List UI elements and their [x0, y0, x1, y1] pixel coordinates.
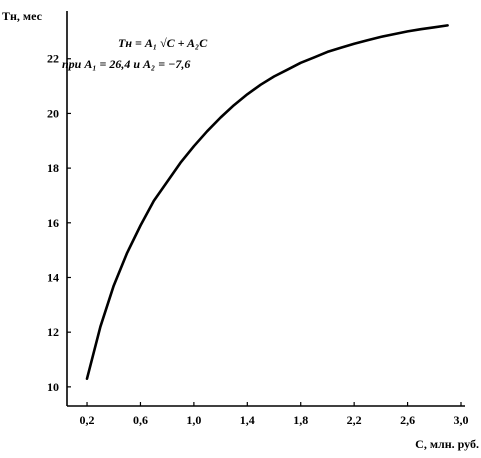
y-tick-label: 20 — [47, 106, 59, 120]
y-tick-label: 12 — [47, 325, 59, 339]
x-tick-label: 0,6 — [133, 413, 148, 427]
formula-line-1: Tн = A₁ √C + A₂C — [118, 36, 208, 50]
y-tick-label: 10 — [47, 380, 59, 394]
formula-line-2: при A₁ = 26,4 и A₂ = −7,6 — [62, 57, 190, 71]
y-axis-label: Tн, мес — [2, 9, 43, 23]
y-tick-label: 18 — [47, 161, 59, 175]
y-tick-label: 14 — [47, 270, 59, 284]
x-ticks: 0,2 0,6 1,0 1,4 1,8 2,2 2,6 3,0 — [80, 402, 469, 427]
x-axis-label: C, млн. руб. — [415, 437, 479, 451]
x-tick-label: 1,4 — [240, 413, 255, 427]
series-line — [85, 24, 449, 380]
y-tick-label: 22 — [47, 52, 59, 66]
x-tick-label: 1,8 — [293, 413, 308, 427]
x-tick-label: 1,0 — [186, 413, 201, 427]
x-tick-label: 2,6 — [400, 413, 415, 427]
plot-area — [66, 11, 465, 407]
x-tick-label: 0,2 — [80, 413, 95, 427]
curve-layer — [85, 24, 449, 380]
x-tick-label: 3,0 — [454, 413, 469, 427]
y-ticks: 10 12 14 16 18 20 22 — [47, 52, 71, 394]
y-tick-label: 16 — [47, 216, 59, 230]
x-tick-label: 2,2 — [347, 413, 362, 427]
